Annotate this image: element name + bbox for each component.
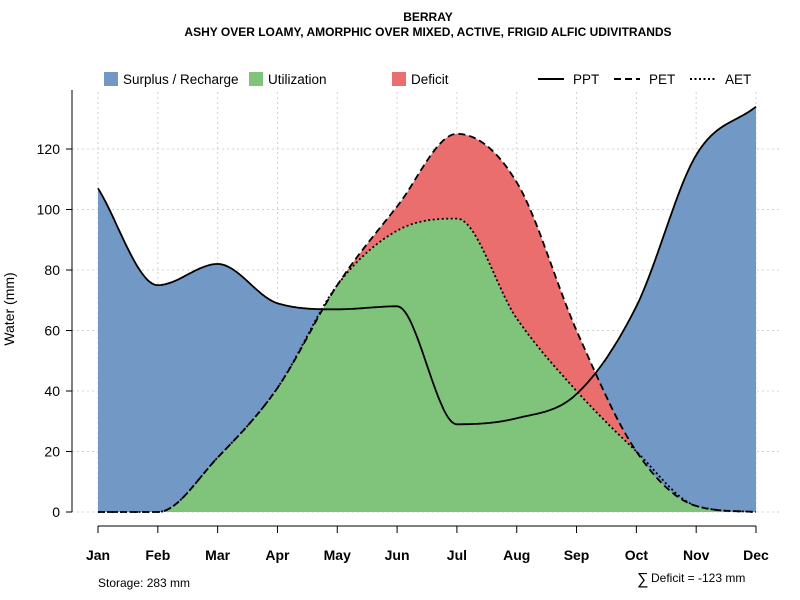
x-tick-label: Oct [625, 547, 649, 563]
deficit-note: Deficit = -123 mm [651, 571, 745, 585]
surplus-area [98, 188, 323, 513]
axes: 0 20 40 60 80 100 120 Jan Feb Mar Apr May Jun Jul Aug S… [37, 90, 769, 563]
chart-subtitle: ASHY OVER LOAMY, AMORPHIC OVER MIXED, AC… [184, 25, 671, 39]
y-tick-label: 60 [44, 323, 60, 339]
x-tick-label: Jun [385, 547, 410, 563]
legend-label: Surplus / Recharge [123, 72, 239, 87]
chart-title: BERRAY [403, 10, 453, 24]
x-tick-label: Jan [86, 547, 110, 563]
legend-label: AET [725, 72, 751, 87]
x-tick-label: Apr [265, 547, 290, 563]
x-tick-label: May [324, 547, 351, 563]
y-tick-label: 20 [44, 444, 60, 460]
sum-symbol: ∑ [637, 571, 648, 588]
legend-label: Utilization [268, 72, 327, 87]
surplus-area [596, 106, 756, 512]
legend-swatch [392, 72, 406, 86]
x-tick-label: Dec [743, 547, 769, 563]
legend: Surplus / Recharge Utilization Deficit PPT P… [104, 72, 751, 87]
areas [98, 106, 756, 513]
ppt-line [97, 105, 757, 426]
legend-label: PPT [573, 72, 599, 87]
y-tick-label: 40 [44, 383, 60, 399]
legend-swatch [104, 72, 118, 86]
x-tick-label: Feb [145, 547, 170, 563]
storage-note: Storage: 283 mm [98, 576, 190, 590]
y-tick-label: 100 [37, 202, 61, 218]
legend-swatch [249, 72, 263, 86]
x-tick-label: Nov [683, 547, 710, 563]
pet-line [98, 133, 757, 513]
y-tick-label: 120 [37, 141, 61, 157]
x-tick-label: Sep [564, 547, 590, 563]
x-tick-label: Aug [503, 547, 530, 563]
x-tick-label: Mar [205, 547, 230, 563]
y-axis-label: Water (mm) [1, 272, 17, 345]
series-lines [97, 105, 757, 513]
y-tick-label: 0 [52, 504, 60, 520]
legend-label: Deficit [411, 72, 449, 87]
legend-label: PET [649, 72, 675, 87]
x-tick-label: Jul [447, 547, 467, 563]
y-tick-label: 80 [44, 262, 60, 278]
